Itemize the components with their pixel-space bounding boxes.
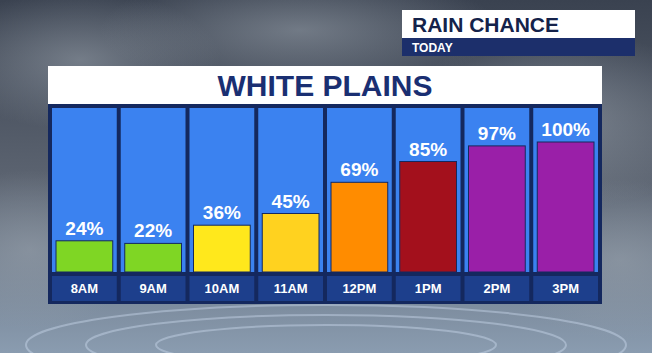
category-label: 10AM xyxy=(205,281,240,296)
category-label: 9AM xyxy=(139,281,166,296)
bar xyxy=(262,214,319,273)
column-bg xyxy=(258,108,323,272)
bar xyxy=(56,241,113,272)
bar xyxy=(469,146,526,272)
category-label: 8AM xyxy=(71,281,98,296)
bar xyxy=(537,142,594,272)
category-label: 11AM xyxy=(274,281,308,296)
data-label: 69% xyxy=(340,159,378,180)
category-label: 1PM xyxy=(415,281,442,296)
category-box xyxy=(52,276,117,301)
title: WHITE PLAINS xyxy=(218,69,433,102)
category-label: 3PM xyxy=(552,281,579,296)
subheader-text: TODAY xyxy=(412,41,453,55)
bar xyxy=(194,225,251,272)
column-bg xyxy=(327,108,392,272)
category-box xyxy=(190,276,255,301)
category-label: 2PM xyxy=(484,281,511,296)
category-box xyxy=(533,276,598,301)
data-label: 36% xyxy=(203,202,241,223)
subheader-box xyxy=(402,38,635,56)
data-label: 97% xyxy=(478,123,516,144)
bar xyxy=(400,162,457,273)
chart-svg: RAIN CHANCE TODAY WHITE PLAINS 8AM 9AM 10AM 11… xyxy=(0,0,652,353)
bar xyxy=(125,243,182,272)
header-text: RAIN CHANCE xyxy=(412,13,559,36)
category-box xyxy=(327,276,392,301)
category-box xyxy=(396,276,461,301)
panel xyxy=(48,104,602,304)
category-box xyxy=(121,276,186,301)
column-bg xyxy=(121,108,186,272)
floor-ring xyxy=(26,305,626,353)
category-box xyxy=(465,276,530,301)
category-label: 12PM xyxy=(342,281,376,296)
column-bg xyxy=(190,108,255,272)
data-label: 45% xyxy=(272,191,310,212)
chart-root: RAIN CHANCE TODAY WHITE PLAINS 8AM 9AM 10AM 11… xyxy=(0,0,652,353)
column-bg xyxy=(533,108,598,272)
title-box xyxy=(48,66,602,104)
floor-ring xyxy=(156,325,496,353)
data-label: 24% xyxy=(65,218,103,239)
column-bg xyxy=(52,108,117,272)
bars xyxy=(56,142,594,272)
column-bg xyxy=(465,108,530,272)
bar xyxy=(331,182,388,272)
data-label: 85% xyxy=(409,139,447,160)
header-box xyxy=(402,10,635,38)
floor-ring xyxy=(86,315,566,353)
category-box xyxy=(258,276,323,301)
column-bg xyxy=(396,108,461,272)
data-label: 100% xyxy=(541,119,590,140)
data-label: 22% xyxy=(134,220,172,241)
